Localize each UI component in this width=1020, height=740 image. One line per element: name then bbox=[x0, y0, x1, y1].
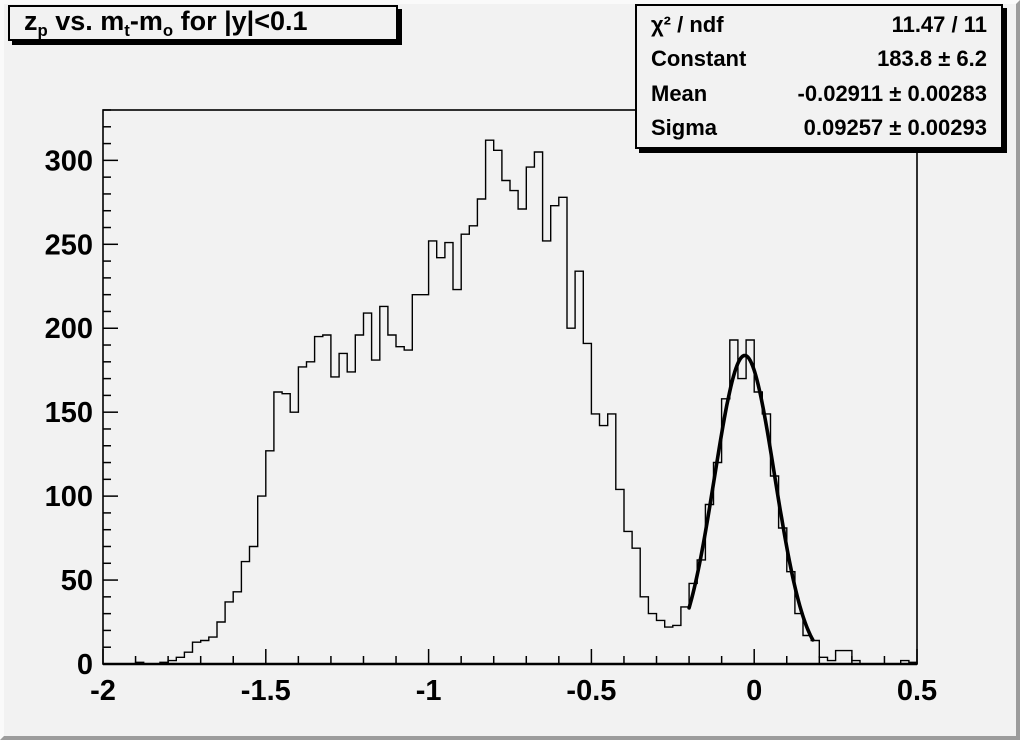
x-tick-label: -2 bbox=[90, 675, 116, 707]
stats-row-constant: Constant 183.8 ± 6.2 bbox=[651, 42, 987, 76]
x-tick-label: 0.5 bbox=[897, 675, 937, 707]
stats-label-chi2: χ² / ndf bbox=[651, 12, 724, 38]
x-tick-label: 0 bbox=[746, 675, 762, 707]
y-tick-label: 50 bbox=[61, 565, 93, 597]
y-tick-label: 150 bbox=[45, 397, 93, 429]
stats-label-mean: Mean bbox=[651, 80, 708, 106]
gaussian-fit-curve bbox=[687, 353, 815, 642]
y-tick-label: 250 bbox=[45, 229, 93, 261]
stats-value-chi2: 11.47 / 11 bbox=[891, 12, 987, 38]
stats-value-sigma: 0.09257 ± 0.00293 bbox=[803, 114, 987, 140]
y-tick-label: 200 bbox=[45, 313, 93, 345]
stats-value-constant: 183.8 ± 6.2 bbox=[877, 46, 987, 72]
stats-label-sigma: Sigma bbox=[651, 114, 718, 140]
title-box: zp vs. mt-mo for |y|<0.1 bbox=[8, 5, 398, 41]
x-tick-label: -1.5 bbox=[241, 675, 291, 707]
stats-row-sigma: Sigma 0.09257 ± 0.00293 bbox=[651, 111, 987, 145]
plot-title: zp vs. mt-mo for |y|<0.1 bbox=[24, 5, 308, 40]
x-tick-label: -0.5 bbox=[566, 675, 616, 707]
stats-row-mean: Mean -0.02911 ± 0.00283 bbox=[651, 77, 987, 111]
y-tick-label: 100 bbox=[45, 481, 93, 513]
stats-value-mean: -0.02911 ± 0.00283 bbox=[797, 80, 987, 106]
stats-box: χ² / ndf 11.47 / 11 Constant 183.8 ± 6.2… bbox=[635, 4, 1003, 149]
stats-row-chi2: χ² / ndf 11.47 / 11 bbox=[651, 8, 987, 42]
x-tick-label: -1 bbox=[416, 675, 442, 707]
y-tick-label: 300 bbox=[45, 145, 93, 177]
stats-label-constant: Constant bbox=[651, 46, 747, 72]
histogram-step-line bbox=[103, 139, 918, 665]
y-tick-label: 0 bbox=[77, 649, 93, 681]
